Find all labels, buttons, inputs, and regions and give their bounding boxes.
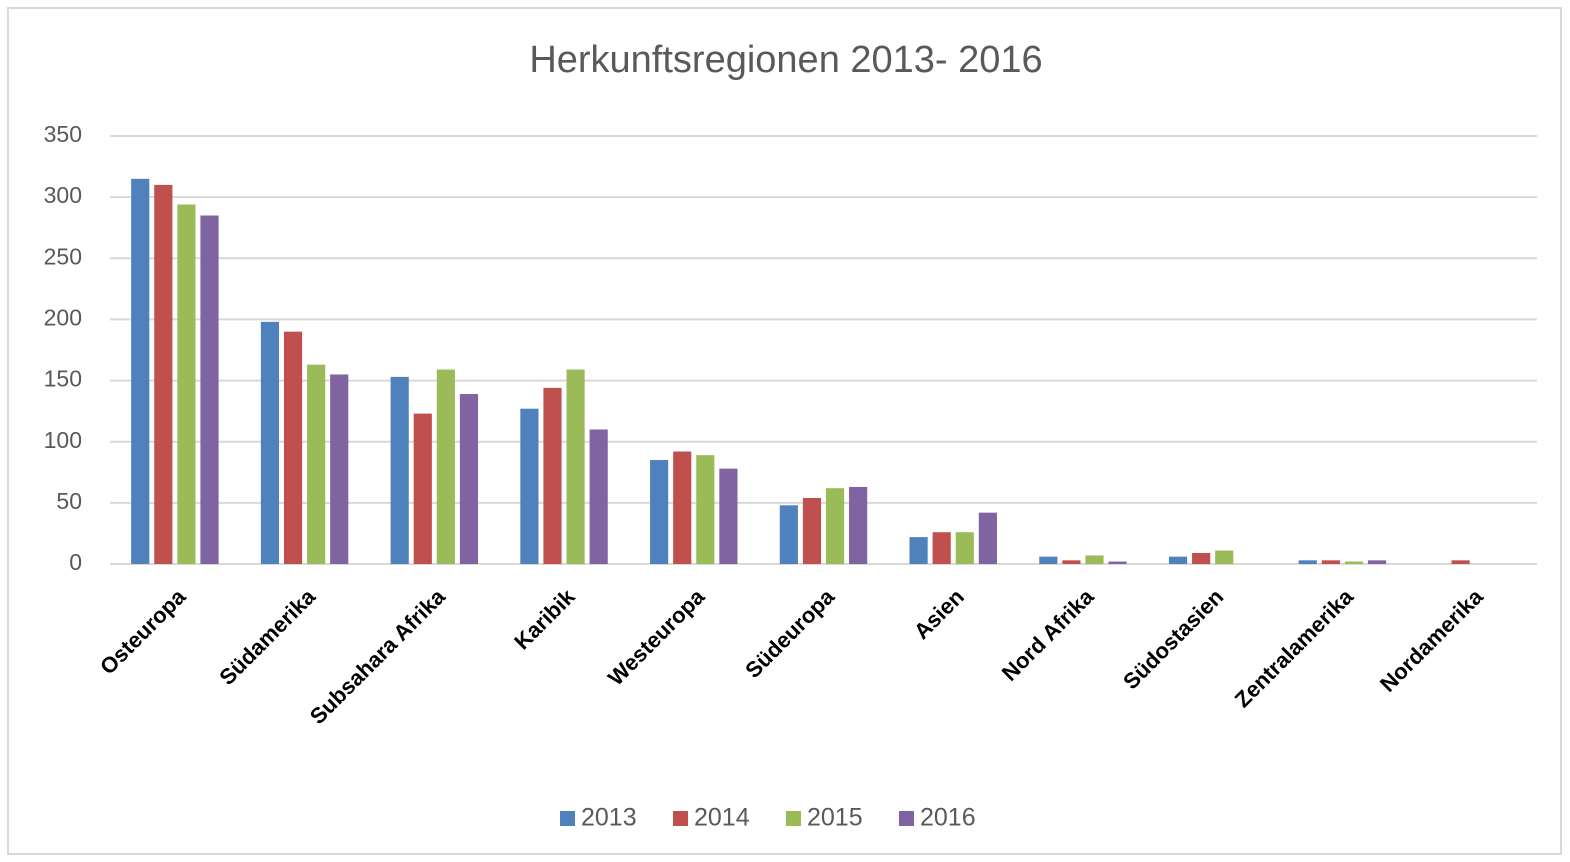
y-tick-label: 100 (44, 427, 82, 453)
bar (459, 394, 479, 564)
y-tick-label: 250 (44, 243, 82, 269)
legend-label: 2015 (807, 804, 863, 832)
legend-label: 2016 (920, 804, 976, 832)
legend-swatch (560, 811, 575, 826)
bar (1108, 561, 1127, 564)
bar (1367, 560, 1387, 564)
bar (436, 369, 455, 564)
bar (650, 460, 669, 564)
bar (307, 364, 326, 564)
y-tick-label: 50 (56, 488, 82, 514)
bar (543, 387, 562, 564)
y-tick-label: 300 (44, 182, 82, 208)
bar (1321, 560, 1340, 564)
bar (390, 376, 409, 564)
chart-border (7, 7, 1562, 855)
bar (413, 413, 432, 564)
bar (696, 455, 715, 564)
bar (779, 505, 798, 564)
bar (1085, 555, 1104, 564)
y-tick-label: 150 (44, 366, 82, 392)
bar (1215, 550, 1234, 564)
bar (589, 429, 608, 564)
legend-swatch (786, 811, 801, 826)
y-tick-label: 0 (69, 549, 82, 575)
bar (131, 178, 150, 565)
bar (849, 486, 868, 564)
bar (955, 532, 974, 564)
bar (1039, 556, 1058, 564)
bar (1192, 552, 1211, 564)
y-tick-label: 350 (44, 121, 82, 147)
bar (520, 408, 539, 564)
bar (1451, 560, 1470, 564)
chart-title: Herkunftsregionen 2013- 2016 (529, 39, 1042, 81)
bar (566, 369, 585, 564)
bar (1344, 561, 1364, 564)
legend-label: 2013 (581, 804, 637, 832)
bar (154, 184, 173, 564)
bar (330, 374, 349, 564)
bar (283, 331, 303, 564)
bar (673, 451, 692, 564)
bar (719, 468, 738, 564)
bar (1298, 560, 1317, 564)
y-tick-label: 200 (44, 305, 82, 331)
bar (932, 532, 951, 564)
bar (1062, 560, 1081, 564)
bar (909, 537, 928, 564)
bar (1168, 556, 1188, 564)
legend-label: 2014 (694, 804, 750, 832)
bar (825, 488, 845, 564)
bar (260, 321, 280, 564)
legend-swatch (899, 811, 914, 826)
bar (978, 512, 997, 564)
bar (200, 215, 219, 564)
legend-swatch (673, 811, 688, 826)
bar (177, 204, 196, 565)
bar (802, 497, 822, 564)
